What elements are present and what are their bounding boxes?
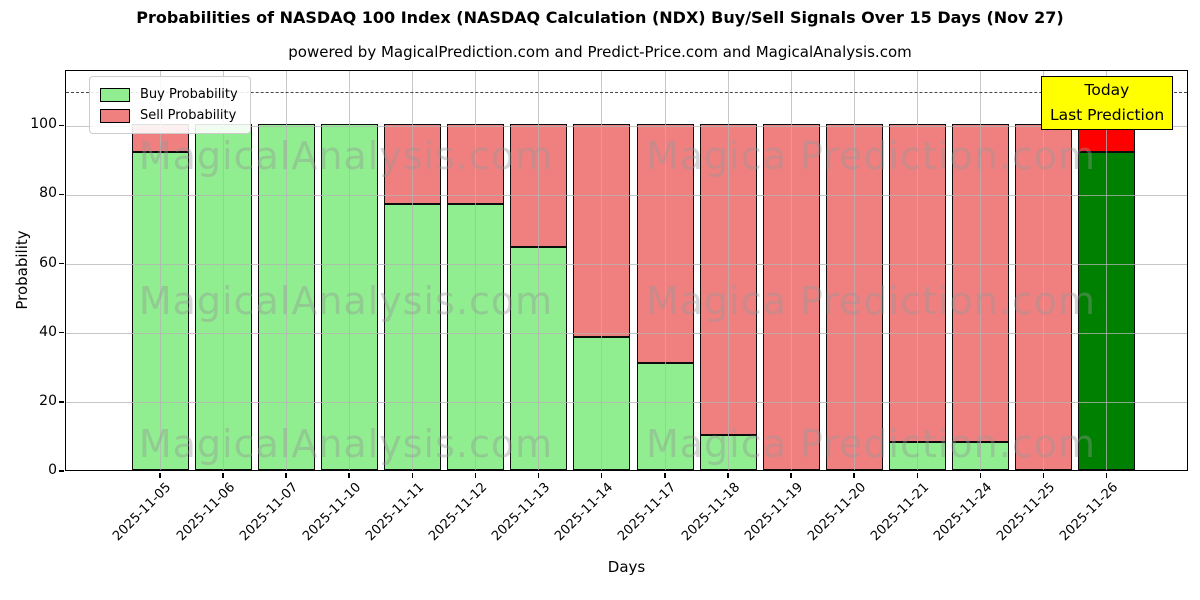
x-tick-mark [159, 472, 161, 478]
x-tick-mark [664, 472, 666, 478]
bar-buy-segment [194, 124, 252, 470]
x-tick-mark [979, 472, 982, 478]
annotation-line-last-prediction: Last Prediction [1049, 105, 1165, 124]
bar-2025-11-20 [825, 71, 883, 470]
legend-label-sell: Sell Probability [140, 108, 237, 123]
y-tick-label: 20 [39, 392, 57, 409]
x-tick-mark [537, 472, 540, 478]
bar-buy-segment [699, 435, 757, 470]
bar-2025-11-26 [1078, 71, 1136, 470]
bar-buy-segment [447, 203, 505, 470]
x-tick-mark [348, 472, 350, 478]
bar-sell-segment [825, 124, 883, 470]
x-tick-mark [411, 472, 414, 478]
legend: Buy Probability Sell Probability [89, 76, 251, 134]
bar-sell-segment [573, 124, 631, 337]
bar-sell-segment [699, 124, 757, 436]
y-tick-label: 40 [39, 323, 57, 340]
plot-area: MagicalAnalysis.com Magica Prediction.com… [65, 70, 1188, 471]
bar-sell-segment [510, 124, 568, 248]
x-tick-label: 2025-11-19 [741, 480, 806, 545]
x-tick-label: 2025-11-21 [868, 480, 933, 545]
x-tick-label: 2025-11-14 [552, 480, 617, 545]
bar-buy-segment [1078, 151, 1136, 470]
bar-buy-segment [384, 203, 442, 470]
chart-title: Probabilities of NASDAQ 100 Index (NASDA… [136, 8, 1064, 27]
x-tick-label: 2025-11-05 [110, 480, 175, 545]
y-tick-label: 100 [30, 116, 57, 133]
y-tick-mark [59, 470, 64, 472]
x-axis-label: Days [607, 558, 646, 576]
legend-item-sell: Sell Probability [100, 105, 238, 126]
threshold-dashed-line [66, 91, 1187, 93]
bar-2025-11-12 [447, 71, 505, 470]
y-tick-label: 60 [39, 254, 57, 271]
x-tick-mark [916, 472, 919, 478]
today-annotation-box: Today Last Prediction [1040, 76, 1173, 130]
bar-buy-segment [636, 362, 694, 470]
bar-sell-segment [889, 124, 947, 443]
bar-buy-segment [320, 124, 378, 470]
y-tick-mark [59, 401, 64, 403]
x-tick-label: 2025-11-11 [363, 480, 428, 545]
bar-sell-segment [762, 124, 820, 470]
bar-sell-segment [384, 124, 442, 204]
y-tick-mark [59, 193, 64, 196]
y-tick-label: 80 [39, 185, 57, 202]
bar-buy-segment [889, 442, 947, 470]
legend-label-buy: Buy Probability [140, 87, 238, 102]
x-tick-label: 2025-11-10 [299, 480, 364, 545]
bar-sell-segment [1015, 124, 1073, 470]
x-tick-label: 2025-11-18 [678, 480, 743, 545]
bar-2025-11-07 [257, 71, 315, 470]
x-tick-mark [790, 472, 792, 478]
bar-2025-11-21 [889, 71, 947, 470]
y-tick-label: 0 [48, 462, 57, 478]
x-tick-label: 2025-11-13 [489, 480, 554, 545]
bar-sell-segment [952, 124, 1010, 443]
x-tick-label: 2025-11-24 [931, 480, 996, 545]
annotation-line-today: Today [1084, 81, 1130, 99]
sell-probability-swatch [100, 108, 130, 123]
bar-2025-11-17 [636, 71, 694, 470]
legend-item-buy: Buy Probability [100, 84, 238, 105]
bar-buy-segment [131, 151, 189, 470]
bar-buy-segment [510, 247, 568, 470]
x-tick-mark [853, 472, 855, 478]
x-tick-label: 2025-11-07 [236, 480, 301, 545]
x-tick-label: 2025-11-12 [426, 480, 491, 545]
x-tick-label: 2025-11-25 [994, 480, 1059, 545]
bar-2025-11-24 [952, 71, 1010, 470]
x-tick-label: 2025-11-26 [1057, 480, 1122, 545]
bar-sell-segment [636, 124, 694, 363]
bar-buy-segment [952, 442, 1010, 470]
bar-2025-11-11 [384, 71, 442, 470]
bar-2025-11-14 [573, 71, 631, 470]
y-tick-mark [59, 331, 64, 334]
y-tick-mark [59, 262, 64, 265]
bar-sell-segment [447, 124, 505, 204]
x-tick-mark [285, 472, 287, 478]
bar-2025-11-10 [320, 71, 378, 470]
x-tick-mark [1105, 472, 1108, 478]
x-tick-label: 2025-11-17 [615, 480, 680, 545]
x-tick-mark [1042, 472, 1045, 478]
x-tick-mark [474, 472, 477, 478]
x-tick-label: 2025-11-06 [173, 480, 238, 545]
buy-probability-swatch [100, 87, 130, 102]
bar-2025-11-18 [699, 71, 757, 470]
bar-2025-11-13 [510, 71, 568, 470]
y-tick-mark [59, 124, 64, 127]
bar-2025-11-25 [1015, 71, 1073, 470]
bar-buy-segment [257, 124, 315, 470]
x-tick-mark [600, 472, 603, 478]
x-tick-label: 2025-11-20 [805, 480, 870, 545]
x-tick-mark [727, 472, 729, 478]
bar-buy-segment [573, 336, 631, 470]
bar-2025-11-19 [762, 71, 820, 470]
x-tick-mark [222, 472, 224, 478]
chart-subtitle: powered by MagicalPrediction.com and Pre… [288, 43, 912, 61]
